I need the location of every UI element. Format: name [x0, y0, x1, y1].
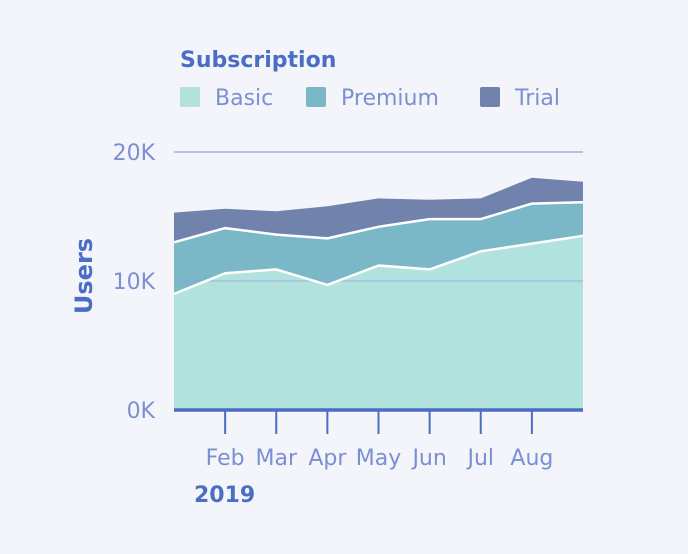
- legend-swatch-basic: [180, 87, 200, 107]
- y-axis: 0K 10K 20K: [113, 141, 156, 424]
- legend-title: Subscription: [180, 48, 336, 73]
- area-trial: [174, 177, 583, 243]
- legend: Basic Premium Trial: [180, 86, 560, 111]
- area-premium: [174, 202, 583, 294]
- gridlines: [174, 151, 583, 282]
- x-tick-label: Aug: [510, 446, 553, 471]
- legend-label-premium: Premium: [341, 86, 439, 111]
- legend-label-trial: Trial: [514, 86, 560, 111]
- x-tick-label: May: [356, 446, 401, 471]
- x-axis: Feb Mar Apr May Jun Jul Aug: [174, 408, 583, 471]
- legend-swatch-premium: [306, 87, 326, 107]
- y-axis-label: Users: [70, 238, 98, 314]
- series-outlines: [173, 201, 584, 296]
- legend-swatch-trial: [480, 87, 500, 107]
- y-tick-label: 10K: [113, 270, 156, 295]
- x-tick-label: Jul: [465, 446, 494, 471]
- y-tick-label: 20K: [113, 141, 156, 166]
- x-axis-label: 2019: [194, 483, 255, 508]
- x-tick-label: Feb: [206, 446, 245, 471]
- x-tick-label: Jun: [410, 446, 446, 471]
- x-tick-label: Apr: [308, 446, 347, 471]
- x-tick-label: Mar: [255, 446, 297, 471]
- series-areas: [174, 177, 583, 410]
- area-basic: [174, 235, 583, 410]
- y-tick-label: 0K: [127, 399, 156, 424]
- legend-label-basic: Basic: [215, 86, 273, 111]
- outline-premium: [173, 201, 584, 244]
- outline-basic: [173, 234, 584, 296]
